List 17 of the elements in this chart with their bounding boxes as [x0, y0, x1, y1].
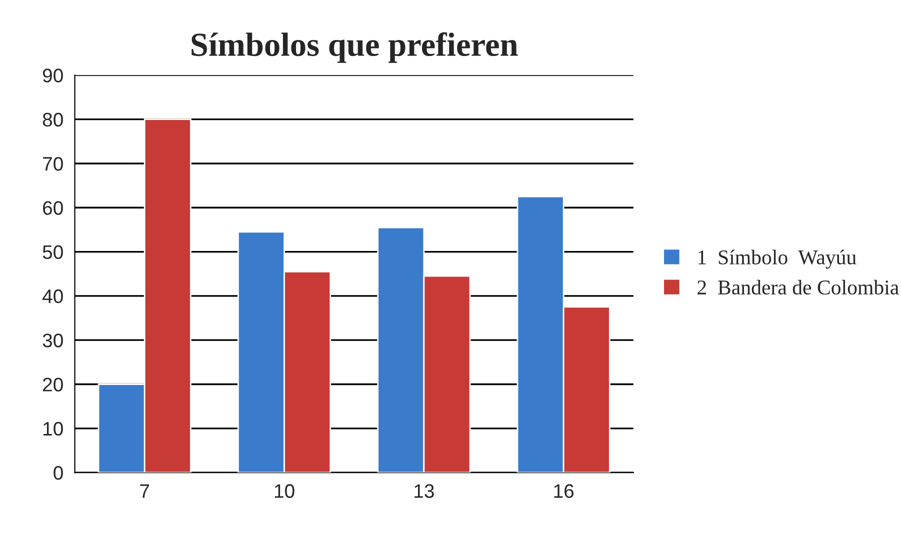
x-tick-label: 13: [414, 484, 434, 498]
y-tick-label: 90: [42, 68, 63, 82]
y-tick-label: 0: [54, 466, 63, 480]
legend-label: 2 Bandera de Colombia: [698, 280, 899, 295]
x-tick-label: 7: [140, 484, 150, 498]
y-tick-label: 40: [42, 289, 63, 304]
x-tick-label: 16: [554, 484, 574, 498]
y-tick-label: 10: [44, 422, 63, 436]
y-tick-label: 80: [42, 112, 63, 127]
legend-label: 1 Símbolo Wayúu: [698, 250, 856, 269]
y-tick-label: 20: [43, 378, 63, 392]
y-tick-label: 50: [42, 245, 63, 260]
chart-title: Símbolos que prefieren: [192, 32, 518, 63]
x-tick-label: 10: [274, 484, 294, 498]
y-tick-label: 30: [42, 334, 63, 348]
y-tick-label: 60: [43, 201, 63, 215]
y-tick-label: 70: [43, 156, 63, 171]
